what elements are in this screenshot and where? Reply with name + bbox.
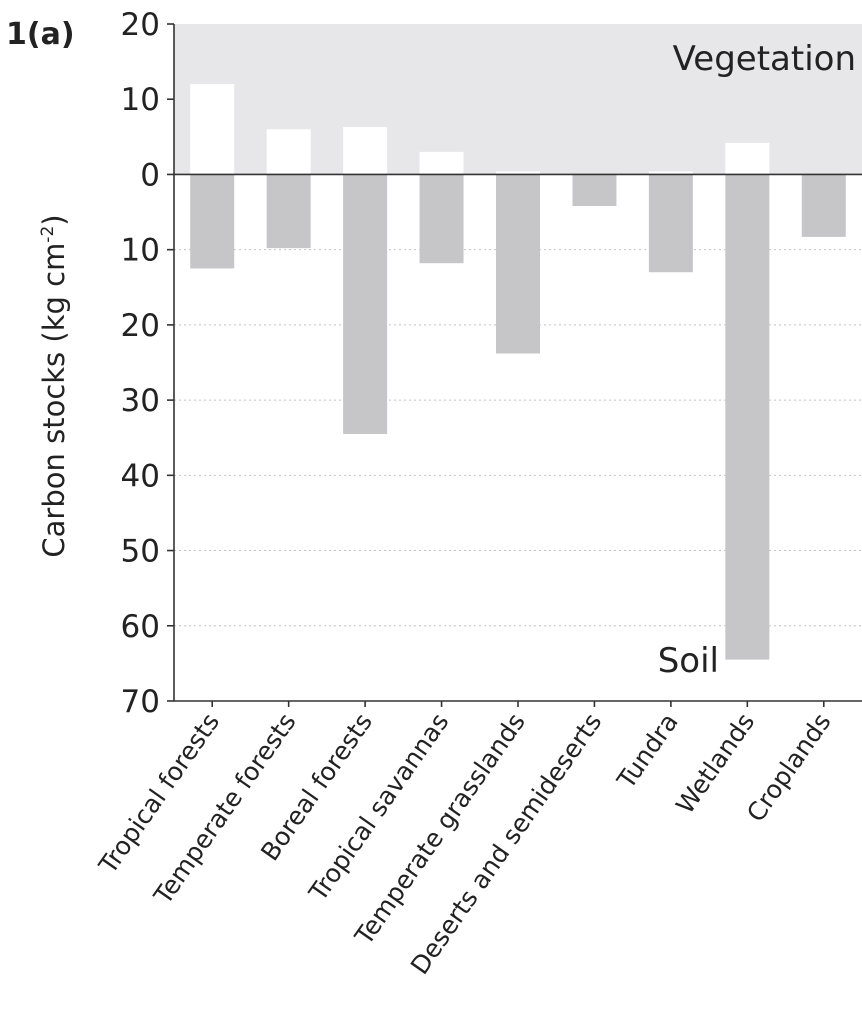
y-ticks: 20 10 0 10 20 30 40 50 60 70 bbox=[121, 7, 174, 720]
x-tick-label: Tropical savannas bbox=[303, 708, 455, 907]
soil-bar bbox=[419, 174, 464, 264]
y-tick-label: 10 bbox=[121, 82, 160, 118]
vegetation-bar bbox=[419, 151, 464, 175]
y-tick-label: 50 bbox=[121, 534, 160, 570]
soil-bar bbox=[343, 174, 388, 434]
soil-bar bbox=[190, 174, 235, 269]
vegetation-label: Vegetation bbox=[673, 39, 856, 79]
y-tick-label: 10 bbox=[121, 233, 160, 269]
y-axis-title-main: Carbon stocks (kg cm bbox=[37, 243, 71, 558]
x-tick-label: Tundra bbox=[611, 708, 684, 795]
soil-bar bbox=[572, 174, 617, 207]
vegetation-bar bbox=[266, 129, 311, 175]
soil-bar bbox=[266, 174, 311, 249]
y-axis-title-close: ) bbox=[37, 214, 71, 225]
vegetation-bar bbox=[343, 127, 388, 175]
y-tick-label: 0 bbox=[140, 157, 160, 193]
soil-bar bbox=[801, 174, 846, 237]
y-tick-label: 70 bbox=[121, 684, 160, 720]
bars bbox=[190, 84, 846, 660]
soil-bar bbox=[648, 174, 693, 273]
vegetation-bar bbox=[648, 171, 693, 175]
y-tick-label: 60 bbox=[121, 609, 160, 645]
y-axis-title-exponent: -2 bbox=[38, 226, 58, 243]
vegetation-bar bbox=[496, 171, 540, 175]
y-axis-title: Carbon stocks (kg cm-2) bbox=[37, 214, 71, 557]
y-tick-label: 30 bbox=[121, 383, 160, 419]
y-tick-label: 20 bbox=[121, 308, 160, 344]
y-tick-label: 40 bbox=[121, 458, 160, 494]
panel-label: 1(a) bbox=[6, 17, 75, 52]
vegetation-bar bbox=[190, 84, 235, 175]
soil-label: Soil bbox=[658, 641, 719, 681]
soil-bar bbox=[496, 174, 540, 354]
soil-bar bbox=[725, 174, 770, 660]
y-tick-label: 20 bbox=[121, 7, 160, 43]
vegetation-bar bbox=[725, 142, 770, 175]
x-tick-label: Temperate forests bbox=[148, 708, 302, 910]
